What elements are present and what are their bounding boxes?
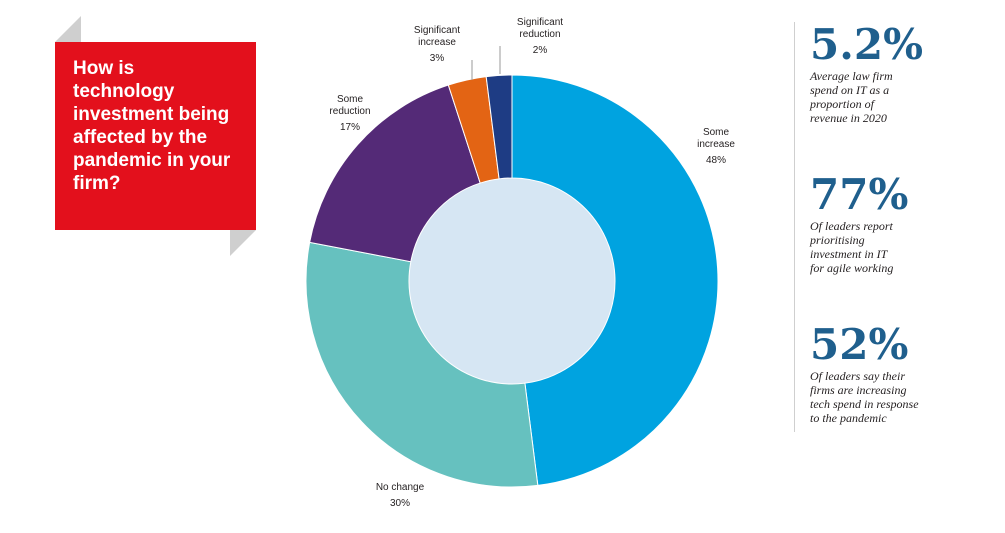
stat-description-line: firms are increasing	[810, 383, 907, 397]
question-title: How is technology investment being affec…	[73, 57, 253, 195]
stat-description-line: to the pandemic	[810, 411, 887, 425]
slice-value-label: 30%	[390, 498, 410, 509]
stat-description-line: proportion of	[810, 97, 874, 111]
stat-description: Average law firm spend on IT as a propor…	[810, 69, 902, 125]
stat-block: 52% Of leaders say their firms are incre…	[810, 320, 1000, 426]
question-line: technology	[73, 81, 175, 102]
stat-description-line: spend on IT as a	[810, 83, 890, 97]
corner-fold-bottom	[230, 230, 256, 256]
stat-value: 77%	[810, 170, 909, 219]
stat-description: Of leaders report prioritising investmen…	[810, 219, 906, 275]
slice-category-label: increase	[697, 139, 735, 150]
slice-category-label: Significant	[517, 17, 563, 28]
slice-some-reduction	[309, 84, 481, 263]
slice-significant-reduction	[485, 74, 513, 180]
slice-category-label: reduction	[329, 106, 370, 117]
slice-category-label: Some	[337, 94, 364, 105]
stat-block: 77% Of leaders report prioritising inves…	[810, 170, 1000, 276]
stat-value: 5.2%	[810, 20, 923, 69]
stat-description-line: investment in IT	[810, 247, 888, 261]
slice-category-label: Some	[703, 127, 730, 138]
slice-label-no-change: No change 30%	[376, 482, 425, 509]
question-line: investment being	[73, 104, 230, 125]
slice-value-label: 3%	[430, 53, 445, 64]
stat-description-line: revenue in 2020	[810, 111, 887, 125]
question-line: pandemic in your	[73, 150, 231, 171]
stat-block: 5.2% Average law firm spend on IT as a p…	[810, 20, 1000, 126]
slice-category-label: No change	[376, 482, 425, 493]
question-card: How is technology investment being affec…	[0, 0, 270, 270]
stat-description-line: tech spend in response	[810, 397, 919, 411]
slice-category-label: increase	[418, 37, 456, 48]
stat-description-line: Of leaders say their	[810, 369, 905, 383]
slice-category-label: reduction	[519, 29, 560, 40]
question-line: How is	[73, 58, 135, 79]
question-line: affected by the	[73, 127, 208, 148]
stat-description-line: Average law firm	[810, 69, 893, 83]
stat-description: Of leaders say their firms are increasin…	[810, 369, 930, 425]
slice-no-change	[305, 241, 539, 488]
stat-description-line: for agile working	[810, 261, 894, 275]
slice-some-increase	[511, 74, 719, 486]
stat-description-line: prioritising	[810, 233, 865, 247]
slice-category-label: Significant	[414, 25, 460, 36]
donut-center	[409, 178, 615, 384]
slice-value-label: 48%	[706, 155, 726, 166]
slice-value-label: 2%	[533, 45, 548, 56]
corner-fold-top	[55, 16, 81, 42]
stats-divider	[794, 22, 795, 432]
question-panel	[55, 42, 256, 230]
stat-value: 52%	[810, 320, 909, 369]
stat-description-line: Of leaders report	[810, 219, 893, 233]
slice-value-label: 17%	[340, 122, 360, 133]
question-line: firm?	[73, 173, 121, 194]
